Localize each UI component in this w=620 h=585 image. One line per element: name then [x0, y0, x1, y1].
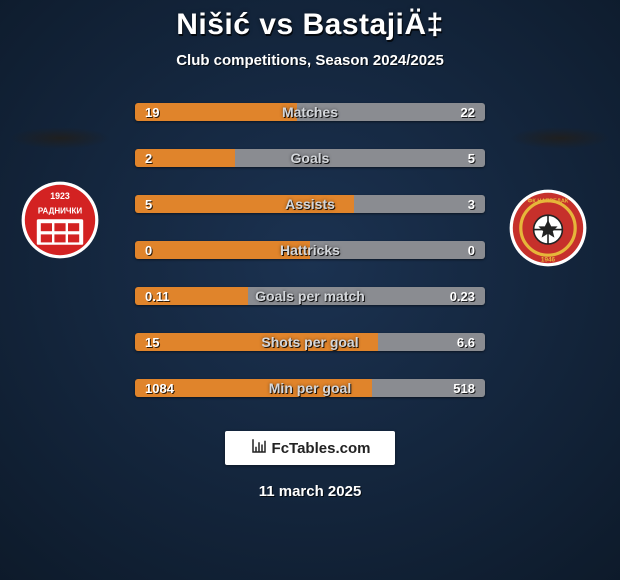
stat-value-right: 0 — [458, 241, 485, 259]
stat-value-left: 15 — [135, 333, 169, 351]
stat-value-right: 518 — [443, 379, 485, 397]
stat-value-right: 6.6 — [447, 333, 485, 351]
stat-value-left: 5 — [135, 195, 162, 213]
stats-container: 1922Matches25Goals53Assists00Hattricks0.… — [135, 103, 485, 397]
stat-value-right: 0.23 — [440, 287, 485, 305]
stat-row: 25Goals — [135, 149, 485, 167]
stat-row: 1922Matches — [135, 103, 485, 121]
stat-row: 0.110.23Goals per match — [135, 287, 485, 305]
page-title: Nišić vs BastajiÄ‡ — [176, 8, 443, 42]
stat-row: 1084518Min per goal — [135, 379, 485, 397]
stat-bar-right — [235, 149, 485, 167]
stat-row: 53Assists — [135, 195, 485, 213]
stat-value-right: 22 — [451, 103, 485, 121]
page-subtitle: Club competitions, Season 2024/2025 — [176, 52, 444, 69]
date-label: 11 march 2025 — [259, 483, 362, 500]
stat-value-right: 3 — [458, 195, 485, 213]
stat-value-left: 0.11 — [135, 287, 180, 305]
stat-row: 156.6Shots per goal — [135, 333, 485, 351]
stat-value-left: 2 — [135, 149, 162, 167]
bar-chart-icon — [250, 437, 268, 459]
source-badge[interactable]: FcTables.com — [225, 431, 395, 465]
stat-bar-left — [135, 195, 354, 213]
stat-value-left: 1084 — [135, 379, 184, 397]
stat-value-left: 0 — [135, 241, 162, 259]
stat-bar-left — [135, 333, 378, 351]
stat-value-right: 5 — [458, 149, 485, 167]
source-label: FcTables.com — [272, 440, 371, 457]
stat-row: 00Hattricks — [135, 241, 485, 259]
stat-value-left: 19 — [135, 103, 169, 121]
